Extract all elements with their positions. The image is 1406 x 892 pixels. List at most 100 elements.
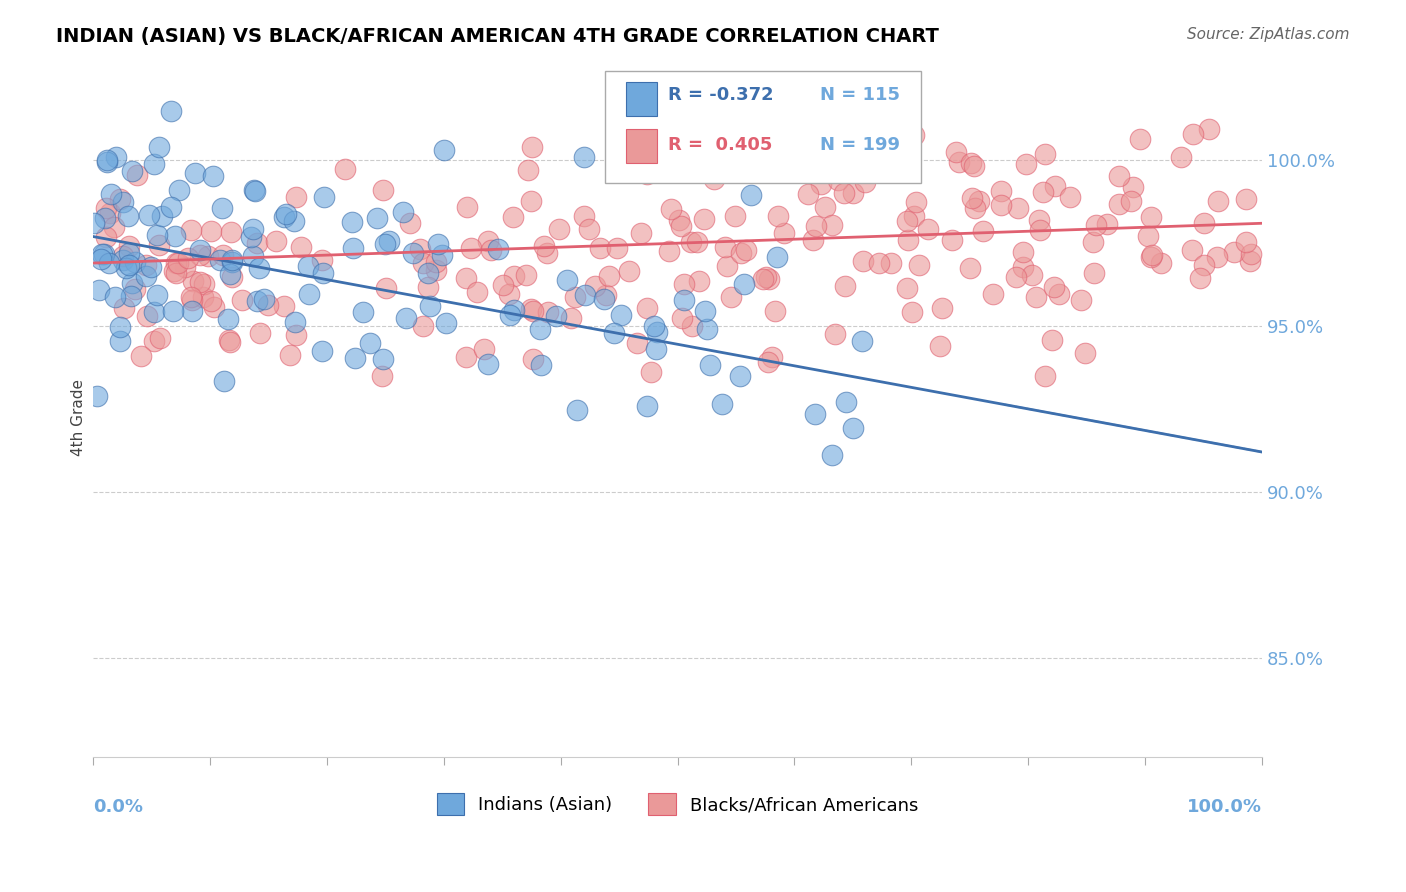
Point: [1108, 197, 1130, 211]
Point: [335, 162, 357, 177]
Point: [180, 223, 202, 237]
Point: [814, 200, 837, 214]
Point: [598, 269, 620, 284]
Point: [842, 146, 865, 161]
Point: [520, 301, 543, 316]
Legend: Indians (Asian), Blacks/African Americans: Indians (Asian), Blacks/African American…: [429, 786, 925, 822]
Point: [273, 299, 295, 313]
Point: [636, 399, 658, 413]
Point: [636, 168, 658, 182]
Point: [801, 233, 824, 247]
Point: [146, 228, 169, 243]
Point: [1189, 270, 1212, 285]
Point: [273, 210, 295, 224]
Point: [89, 283, 111, 297]
Point: [734, 244, 756, 258]
Point: [374, 281, 396, 295]
Point: [402, 246, 425, 260]
Point: [733, 277, 755, 292]
Point: [173, 260, 195, 274]
Point: [219, 225, 242, 239]
Point: [103, 220, 125, 235]
Point: [98, 256, 121, 270]
Point: [797, 186, 820, 201]
Point: [1070, 293, 1092, 307]
Point: [897, 233, 920, 247]
Point: [454, 350, 477, 364]
Point: [724, 162, 747, 177]
Point: [1182, 128, 1205, 142]
Point: [378, 234, 401, 248]
Point: [412, 256, 434, 270]
Point: [94, 229, 117, 244]
Point: [181, 304, 204, 318]
Point: [90, 246, 112, 260]
Point: [219, 335, 242, 350]
Point: [1192, 258, 1215, 272]
Point: [433, 144, 456, 158]
Point: [671, 219, 693, 233]
Point: [211, 201, 233, 215]
Text: R =  0.405: R = 0.405: [668, 136, 772, 154]
Point: [425, 263, 447, 277]
Text: 100.0%: 100.0%: [1187, 797, 1263, 815]
Point: [522, 304, 544, 318]
Point: [824, 326, 846, 341]
Point: [371, 183, 394, 197]
Point: [120, 289, 142, 303]
Text: 0.0%: 0.0%: [93, 797, 143, 815]
Point: [197, 249, 219, 263]
Point: [1149, 255, 1171, 269]
Point: [138, 208, 160, 222]
Point: [578, 222, 600, 236]
Point: [374, 236, 396, 251]
Point: [430, 248, 453, 262]
Point: [184, 166, 207, 180]
Point: [111, 253, 134, 268]
Point: [1137, 229, 1160, 244]
Point: [243, 184, 266, 198]
Point: [536, 245, 558, 260]
Point: [283, 214, 305, 228]
Point: [681, 319, 703, 334]
Point: [146, 287, 169, 301]
Point: [851, 334, 873, 348]
Point: [842, 421, 865, 435]
Point: [1170, 150, 1192, 164]
Point: [208, 252, 231, 267]
Point: [1239, 254, 1261, 268]
Point: [419, 299, 441, 313]
Point: [434, 317, 457, 331]
Point: [1119, 194, 1142, 209]
Point: [284, 315, 307, 329]
Point: [108, 334, 131, 349]
Point: [290, 239, 312, 253]
Point: [758, 272, 780, 286]
Point: [94, 211, 117, 226]
Point: [560, 310, 582, 325]
Point: [219, 267, 242, 281]
Point: [1240, 246, 1263, 260]
Point: [673, 293, 696, 307]
Text: N = 199: N = 199: [820, 136, 900, 154]
Point: [716, 259, 738, 273]
Point: [572, 210, 595, 224]
Point: [124, 282, 146, 296]
Point: [810, 177, 832, 191]
Point: [804, 408, 827, 422]
Point: [247, 261, 270, 276]
Point: [827, 173, 849, 187]
Point: [188, 275, 211, 289]
Point: [118, 246, 141, 260]
Point: [592, 292, 614, 306]
Point: [1181, 244, 1204, 258]
Point: [657, 161, 679, 175]
Point: [1222, 245, 1244, 260]
Point: [755, 270, 778, 285]
Point: [941, 233, 963, 247]
Point: [124, 254, 146, 268]
Point: [142, 157, 165, 171]
Point: [685, 235, 707, 250]
Point: [136, 309, 159, 323]
Point: [249, 326, 271, 340]
